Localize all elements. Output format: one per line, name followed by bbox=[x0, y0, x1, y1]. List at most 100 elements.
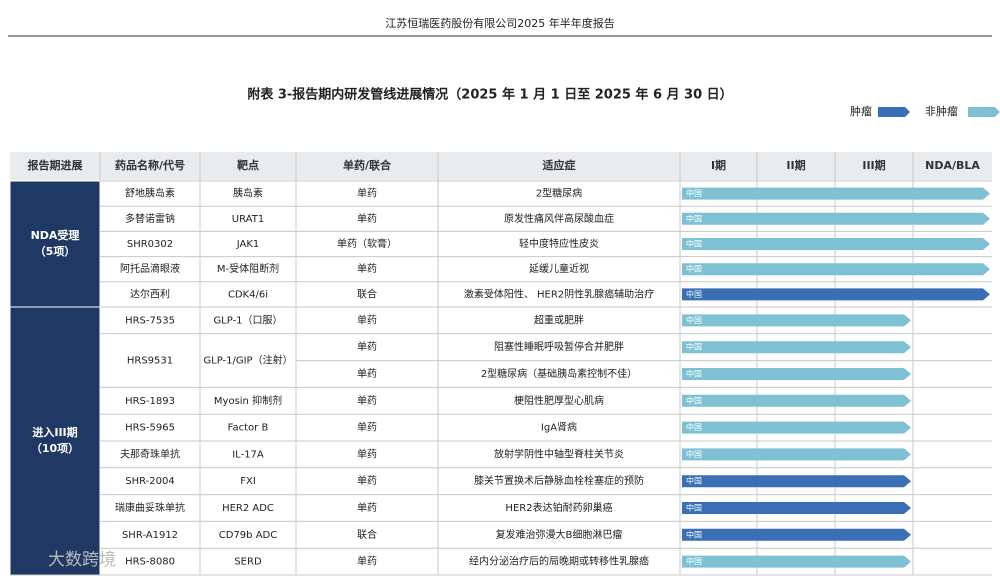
drug-target: FXI bbox=[240, 476, 256, 487]
watermark: 大数跨境 bbox=[48, 550, 116, 570]
group-count: （10项） bbox=[31, 442, 79, 455]
pipeline-arrow bbox=[682, 368, 911, 380]
drug-name: 舒地胰岛素 bbox=[125, 187, 175, 200]
drug-name: HRS-8080 bbox=[125, 557, 175, 568]
pipeline-arrow bbox=[682, 341, 911, 354]
indication: HER2表达铂耐药卵巢癌 bbox=[505, 501, 612, 514]
pipeline-arrow bbox=[682, 528, 911, 541]
mode: 单药 bbox=[357, 188, 377, 200]
region: 中国 bbox=[686, 476, 702, 486]
report-header: 江苏恒瑞医药股份有限公司2025 年半年度报告 bbox=[385, 16, 615, 30]
header-row bbox=[10, 152, 992, 180]
indication: 经内分泌治疗后的局晚期或转移性乳腺癌 bbox=[469, 555, 649, 568]
drug-target: M-受体阻断剂 bbox=[217, 262, 279, 275]
drug-name: 多替诺雷钠 bbox=[125, 212, 175, 225]
region: 中国 bbox=[686, 503, 702, 513]
drug-target: SERD bbox=[234, 557, 262, 568]
pipeline-arrow bbox=[682, 394, 911, 407]
region: 中国 bbox=[686, 315, 702, 325]
drug-name: 阿托品滴眼液 bbox=[120, 262, 180, 275]
indication: 复发难治弥漫大B细胞淋巴瘤 bbox=[496, 528, 623, 541]
region: 中国 bbox=[686, 556, 702, 566]
indication: 2型糖尿病（基础胰岛素控制不佳） bbox=[481, 367, 637, 380]
drug-name: 夫那奇珠单抗 bbox=[120, 447, 180, 460]
region: 中国 bbox=[686, 188, 702, 198]
table-title: 附表 3-报告期内研发管线进展情况（2025 年 1 月 1 日至 2025 年… bbox=[247, 87, 732, 103]
drug-target: GLP-1（口服） bbox=[213, 314, 282, 326]
drug-target: CDK4/6i bbox=[228, 289, 268, 300]
mode: 单药 bbox=[357, 475, 377, 487]
mode: 单药 bbox=[357, 263, 377, 275]
mode: 联合 bbox=[357, 528, 377, 541]
drug-name: HRS-5965 bbox=[125, 423, 175, 434]
region: 中国 bbox=[686, 213, 702, 223]
column-header: III期 bbox=[862, 158, 885, 172]
region: 中国 bbox=[686, 369, 702, 379]
group-cell bbox=[9, 180, 101, 308]
group-label: NDA受理 bbox=[31, 228, 80, 242]
region: 中国 bbox=[686, 264, 702, 274]
column-header: 靶点 bbox=[237, 158, 259, 172]
mode: 联合 bbox=[357, 287, 377, 300]
column-header: I期 bbox=[711, 158, 726, 172]
pipeline-arrow bbox=[682, 288, 990, 301]
region: 中国 bbox=[686, 422, 702, 432]
pipeline-arrow bbox=[682, 502, 911, 514]
drug-name: HRS-7535 bbox=[125, 315, 175, 326]
indication: 放射学阴性中轴型脊柱关节炎 bbox=[494, 447, 624, 460]
indication: 梗阻性肥厚型心肌病 bbox=[514, 394, 604, 407]
group-cell bbox=[9, 306, 101, 576]
indication: IgA肾病 bbox=[541, 421, 577, 434]
column-header: 适应症 bbox=[543, 158, 576, 172]
region: 中国 bbox=[686, 449, 702, 459]
pipeline-arrow bbox=[682, 448, 911, 461]
mode: 单药 bbox=[357, 213, 377, 225]
mode: 单药（软膏） bbox=[337, 237, 397, 250]
region: 中国 bbox=[686, 239, 702, 249]
mode: 单药 bbox=[357, 448, 377, 460]
indication: 轻中度特应性皮炎 bbox=[519, 237, 599, 250]
drug-target: CD79b ADC bbox=[219, 530, 277, 541]
mode: 单药 bbox=[357, 556, 377, 568]
indication: 2型糖尿病 bbox=[536, 187, 582, 200]
drug-target: IL-17A bbox=[232, 449, 264, 460]
pipeline-arrow bbox=[682, 475, 911, 488]
drug-name: 达尔西利 bbox=[130, 287, 170, 300]
drug-name: SHR-2004 bbox=[125, 476, 174, 487]
drug-target: 胰岛素 bbox=[233, 187, 263, 200]
column-header: 单药/联合 bbox=[343, 158, 392, 172]
mode: 单药 bbox=[357, 395, 377, 407]
drug-target: JAK1 bbox=[236, 239, 260, 250]
region: 中国 bbox=[686, 395, 702, 405]
column-header: II期 bbox=[786, 158, 805, 172]
indication: 膝关节置换术后静脉血栓栓塞症的预防 bbox=[474, 474, 644, 487]
legend-label: 非肿瘤 bbox=[925, 104, 958, 118]
region: 中国 bbox=[686, 342, 702, 352]
legend-swatch bbox=[878, 107, 910, 117]
drug-name: HRS9531 bbox=[127, 356, 173, 367]
drug-target: Factor B bbox=[228, 423, 269, 434]
region: 中国 bbox=[686, 289, 702, 299]
drug-name: 瑞康曲妥珠单抗 bbox=[115, 501, 185, 514]
drug-name: HRS-1893 bbox=[125, 396, 175, 407]
pipeline-arrow bbox=[682, 555, 911, 568]
pipeline-arrow bbox=[682, 421, 911, 434]
drug-name: SHR0302 bbox=[127, 239, 173, 250]
drug-name: SHR-A1912 bbox=[122, 530, 178, 541]
mode: 单药 bbox=[357, 314, 377, 326]
pipeline-arrow bbox=[682, 212, 990, 225]
pipeline-arrow bbox=[682, 238, 990, 250]
group-label: 进入III期 bbox=[32, 425, 77, 439]
group-count: （5项） bbox=[35, 245, 76, 258]
indication: 原发性痛风伴高尿酸血症 bbox=[504, 212, 614, 225]
mode: 单药 bbox=[357, 341, 377, 353]
column-header: NDA/BLA bbox=[925, 159, 980, 172]
column-header: 药品名称/代号 bbox=[115, 158, 185, 172]
column-header: 报告期进展 bbox=[28, 158, 84, 172]
pipeline-arrow bbox=[682, 263, 990, 276]
drug-target: URAT1 bbox=[232, 214, 264, 225]
pipeline-arrow bbox=[682, 314, 911, 327]
legend-label: 肿瘤 bbox=[850, 104, 872, 118]
indication: 超重或肥胖 bbox=[534, 313, 584, 326]
